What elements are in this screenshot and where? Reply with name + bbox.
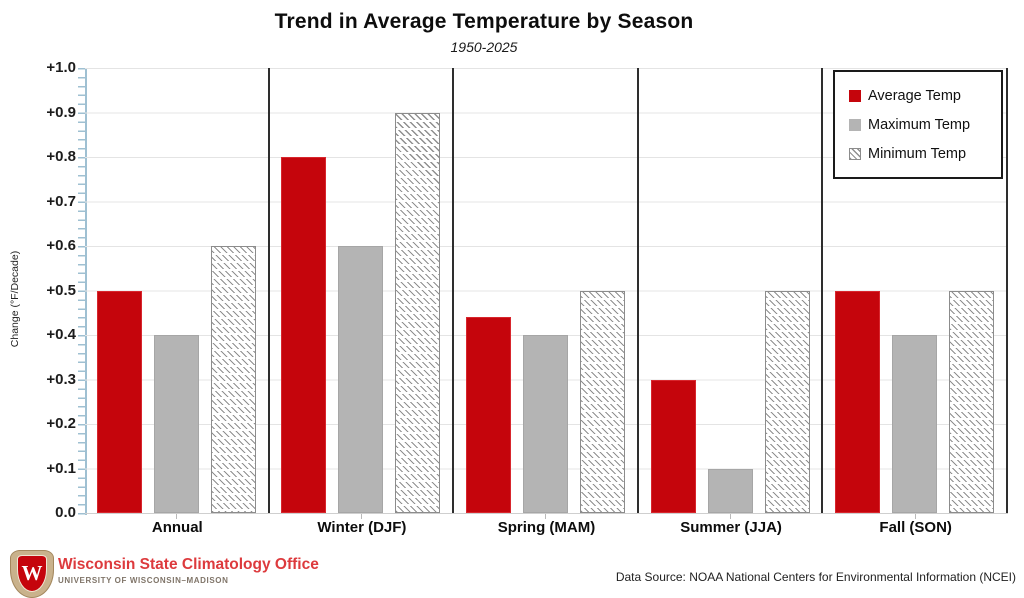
bar-minimum-temp-summer-jja: [764, 290, 810, 513]
y-tick-label: +0.9: [46, 103, 76, 121]
org-name: Wisconsin State Climatology Office: [58, 556, 319, 573]
chart-subtitle: 1950-2025: [450, 39, 518, 55]
legend-swatch-minimum-temp: [849, 147, 861, 160]
plot-area: [85, 68, 1008, 519]
season-panel-winter-djf: [270, 68, 455, 519]
x-category-label-summer-jja: Summer (JJA): [680, 519, 782, 536]
y-tick-label: +0.5: [46, 281, 76, 299]
bar-average-temp-spring-mam: [465, 317, 511, 513]
bar-minimum-temp-winter-djf: [395, 112, 441, 513]
y-tick-label: +0.4: [46, 326, 76, 343]
bar-maximum-temp-spring-mam: [522, 335, 568, 513]
bar-average-temp-fall-son: [835, 290, 881, 513]
y-tick-label: 0.0: [55, 504, 76, 521]
y-axis-tick-labels: +1.0 +0.9 +0.8 +0.7 +0.6 +0.5 +0.4 +0.3 +0.2 +0.1…: [0, 60, 80, 521]
legend-item-average-temp: Average Temp: [849, 81, 991, 110]
season-panel-fall-son: [823, 68, 1008, 519]
y-tick-label: +0.1: [46, 459, 76, 477]
y-tick-label: +0.6: [46, 237, 76, 254]
y-tick-label: +0.2: [46, 415, 76, 432]
bar-average-temp-annual: [96, 290, 142, 513]
x-category-label-fall-son: Fall (SON): [879, 519, 952, 536]
x-category-label-winter-djf: Winter (DJF): [317, 519, 407, 536]
x-axis-category-labels: Annual Winter (DJF) Spring (MAM) Summer (JJ…: [85, 519, 1008, 536]
legend-item-maximum-temp: Maximum Temp: [849, 110, 991, 139]
org-subname: UNIVERSITY OF WISCONSIN–MADISON: [58, 576, 229, 585]
bar-average-temp-winter-djf: [281, 157, 327, 513]
data-source-note: Data Source: NOAA National Centers for E…: [615, 570, 1016, 584]
legend-item-minimum-temp: Minimum Temp: [849, 139, 991, 168]
legend-label-minimum-temp: Minimum Temp: [868, 145, 967, 162]
bar-maximum-temp-winter-djf: [338, 246, 384, 513]
bar-minimum-temp-fall-son: [949, 290, 995, 513]
bar-maximum-temp-annual: [153, 335, 199, 513]
uw-crest-shield: W: [17, 555, 47, 592]
y-tick-label: +0.7: [46, 192, 76, 210]
legend-label-maximum-temp: Maximum Temp: [868, 116, 971, 133]
y-tick-label: +1.0: [46, 59, 76, 76]
season-panel-summer-jja: [639, 68, 824, 519]
bar-minimum-temp-spring-mam: [579, 290, 625, 513]
season-panel-spring-mam: [454, 68, 639, 519]
bar-average-temp-summer-jja: [650, 379, 696, 513]
x-category-label-annual: Annual: [151, 519, 203, 536]
bar-maximum-temp-fall-son: [892, 335, 938, 513]
bar-maximum-temp-summer-jja: [707, 468, 753, 513]
legend-swatch-average-temp: [849, 89, 861, 102]
season-panel-annual: [85, 68, 270, 519]
chart-title: Trend in Average Temperature by Season: [274, 10, 694, 33]
legend: Average Temp Maximum Temp Minimum Temp: [833, 70, 1003, 179]
x-category-label-spring-mam: Spring (MAM): [497, 519, 596, 536]
legend-swatch-maximum-temp: [849, 118, 861, 131]
uw-crest-logo: W: [10, 550, 54, 598]
legend-label-average-temp: Average Temp: [868, 87, 961, 104]
y-tick-label: +0.3: [46, 370, 76, 388]
bar-minimum-temp-annual: [210, 246, 256, 513]
y-tick-label: +0.8: [46, 148, 76, 165]
uw-crest-letter: W: [21, 561, 43, 585]
